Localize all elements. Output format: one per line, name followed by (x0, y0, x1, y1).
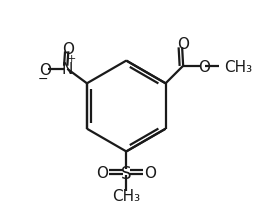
Text: N: N (62, 62, 73, 77)
Text: −: − (37, 73, 48, 86)
Text: O: O (144, 166, 156, 181)
Text: O: O (177, 38, 189, 52)
Text: +: + (67, 54, 77, 64)
Text: O: O (96, 166, 109, 181)
Text: CH₃: CH₃ (112, 189, 140, 204)
Text: O: O (39, 63, 51, 78)
Text: O: O (62, 42, 74, 57)
Text: S: S (121, 165, 132, 183)
Text: O: O (198, 60, 210, 75)
Text: CH₃: CH₃ (224, 60, 252, 75)
